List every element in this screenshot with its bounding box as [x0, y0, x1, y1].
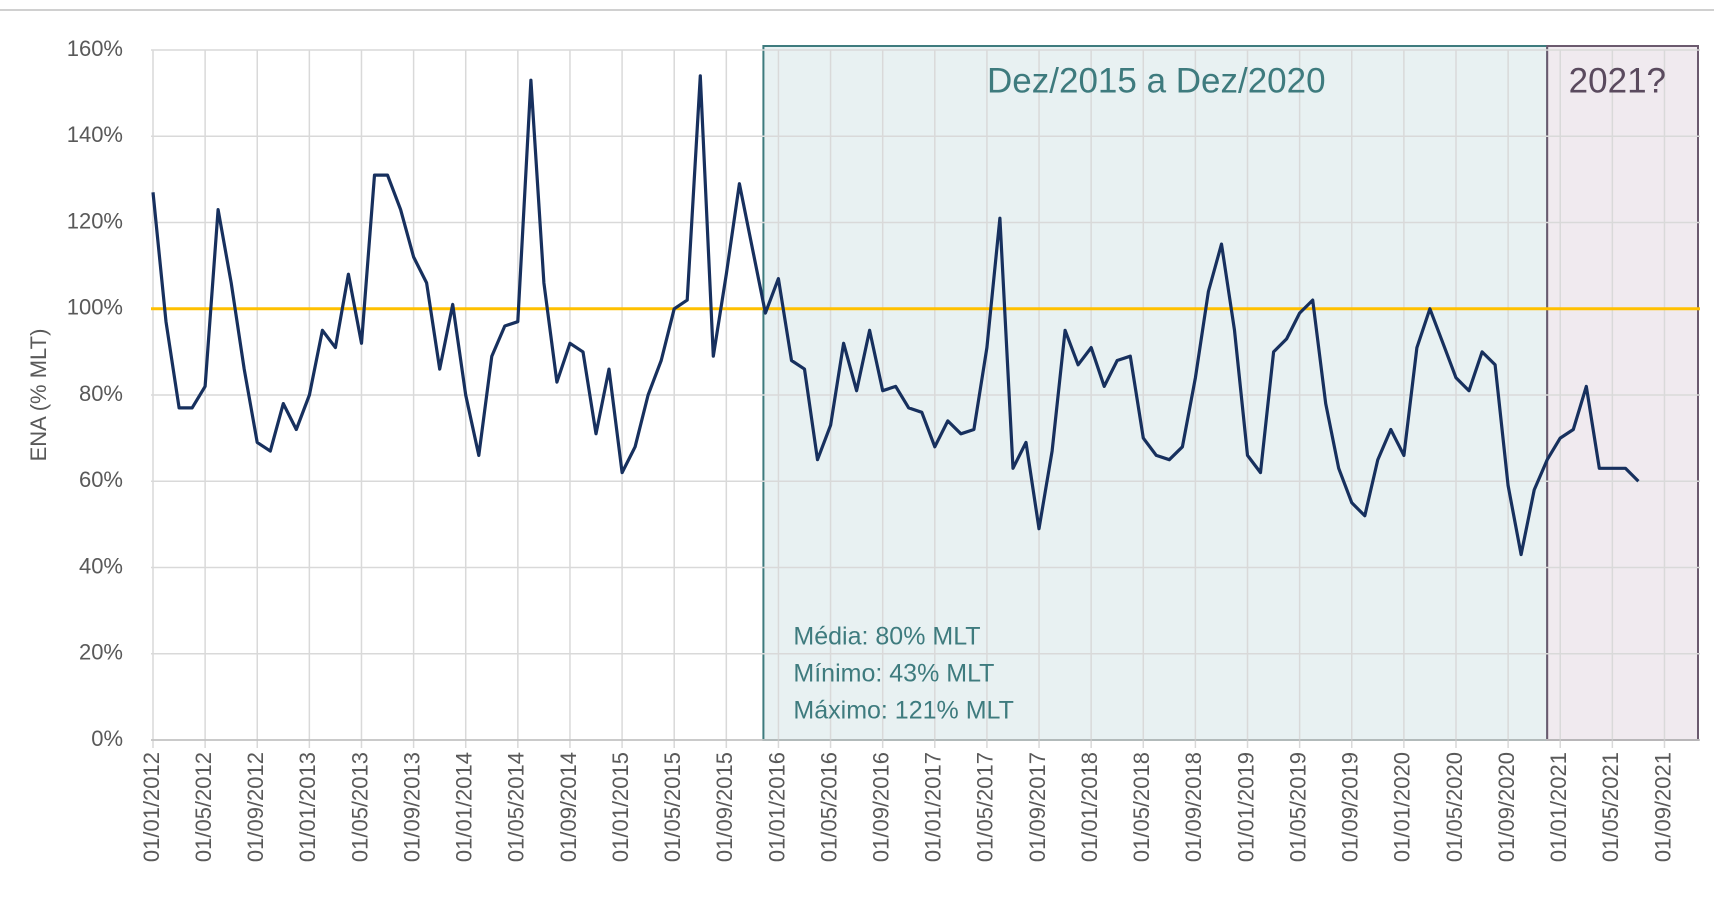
x-tick-label: 01/05/2020 [1442, 752, 1467, 862]
x-tick-label: 01/05/2021 [1598, 752, 1623, 862]
x-tick-label: 01/09/2019 [1338, 752, 1363, 862]
x-tick-label: 01/09/2014 [556, 752, 581, 862]
x-tick-label: 01/01/2014 [452, 752, 477, 862]
x-tick-label: 01/09/2021 [1650, 752, 1675, 862]
stat-label: Média: 80% MLT [793, 623, 980, 651]
x-tick-label: 01/09/2018 [1181, 752, 1206, 862]
forecast-region [1546, 45, 1699, 741]
x-tick-label: 01/09/2020 [1494, 752, 1519, 862]
x-tick-label: 01/09/2013 [399, 752, 424, 862]
y-axis-label: ENA (% MLT) [26, 329, 51, 462]
x-tick-label: 01/01/2012 [139, 752, 164, 862]
x-tick-label: 01/05/2019 [1285, 752, 1310, 862]
x-tick-label: 01/05/2013 [347, 752, 372, 862]
x-tick-label: 01/09/2015 [712, 752, 737, 862]
x-tick-label: 01/05/2018 [1129, 752, 1154, 862]
forecast-label: 2021? [1569, 61, 1666, 100]
x-tick-label: 01/01/2018 [1077, 752, 1102, 862]
y-tick-label: 140% [67, 122, 123, 147]
y-tick-label: 20% [79, 640, 123, 665]
data-line [151, 74, 1640, 557]
x-tick-label: 01/01/2019 [1233, 752, 1258, 862]
x-tick-label: 01/05/2015 [660, 752, 685, 862]
x-tick-label: 01/01/2020 [1390, 752, 1415, 862]
y-tick-label: 0% [91, 726, 123, 751]
y-tick-label: 120% [67, 208, 123, 233]
x-tick-label: 01/05/2014 [504, 752, 529, 862]
x-tick-label: 01/01/2017 [921, 752, 946, 862]
stat-label: Máximo: 121% MLT [793, 697, 1013, 725]
stat-label: Mínimo: 43% MLT [793, 660, 994, 688]
x-tick-label: 01/05/2016 [816, 752, 841, 862]
x-tick-label: 01/09/2017 [1025, 752, 1050, 862]
x-tick-label: 01/01/2015 [608, 752, 633, 862]
y-tick-label: 160% [67, 36, 123, 61]
x-tick-label: 01/09/2016 [868, 752, 893, 862]
x-tick-label: 01/01/2013 [295, 752, 320, 862]
x-tick-label: 01/09/2012 [243, 752, 268, 862]
y-tick-label: 80% [79, 381, 123, 406]
x-tick-label: 01/05/2012 [191, 752, 216, 862]
period-label: Dez/2015 a Dez/2020 [987, 61, 1326, 100]
y-tick-label: 100% [67, 295, 123, 320]
y-tick-label: 60% [79, 467, 123, 492]
x-tick-label: 01/05/2017 [973, 752, 998, 862]
y-tick-label: 40% [79, 553, 123, 578]
x-tick-label: 01/01/2021 [1546, 752, 1571, 862]
x-tick-label: 01/01/2016 [764, 752, 789, 862]
